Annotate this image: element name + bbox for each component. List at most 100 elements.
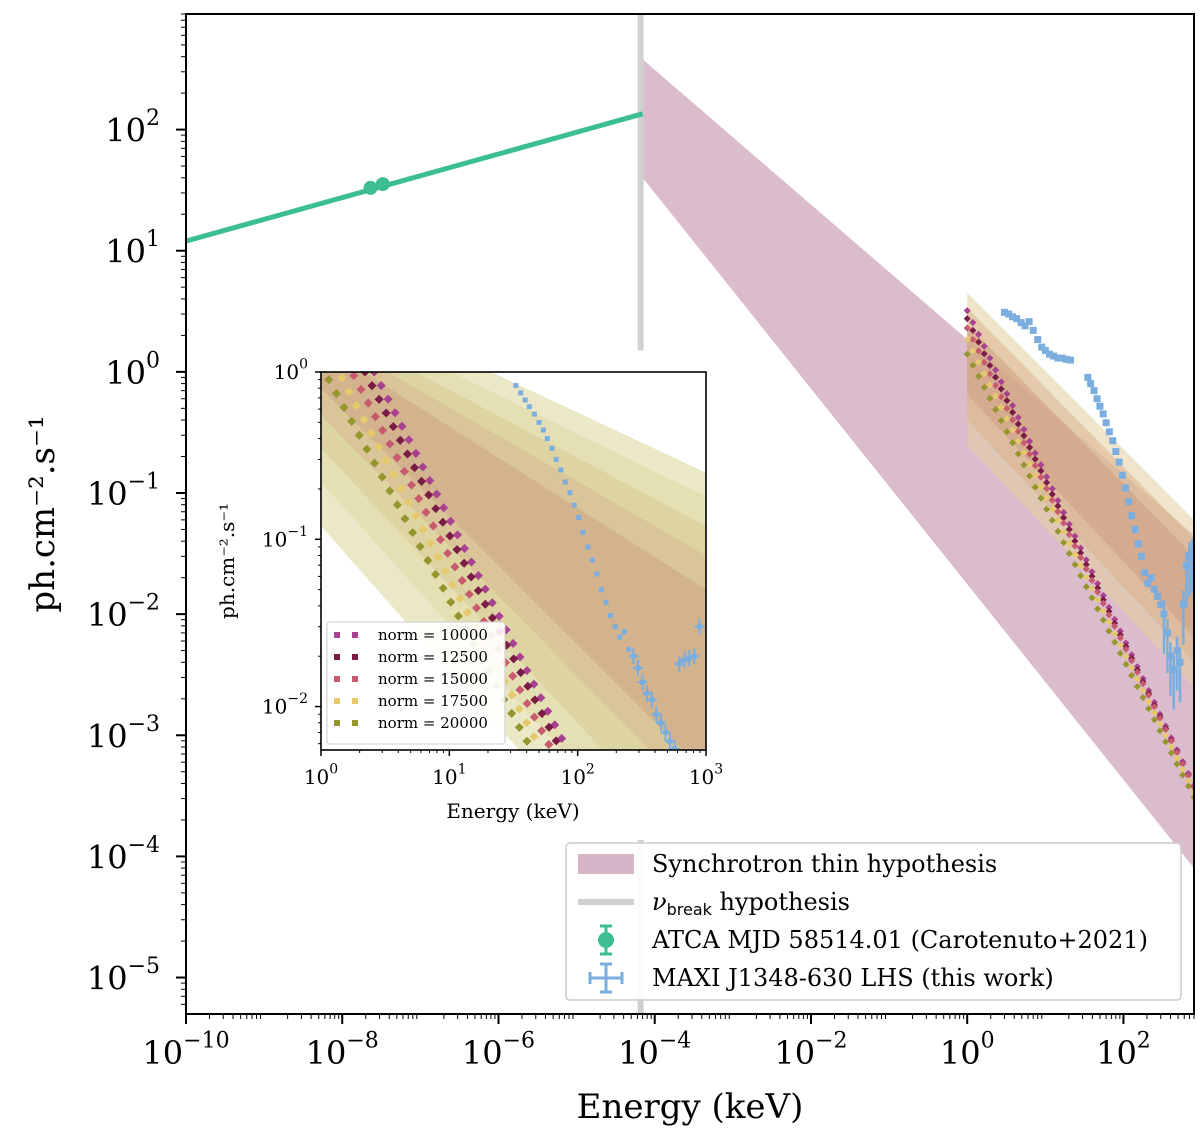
maxi-point xyxy=(1131,525,1139,533)
maxi-point xyxy=(1154,592,1162,600)
main-model-point xyxy=(992,373,1000,381)
inset-maxi-point xyxy=(513,383,519,389)
inset-x-axis-label: Energy (keV) xyxy=(446,799,579,823)
main-legend-box xyxy=(565,842,1182,1001)
main-model-point xyxy=(992,406,1000,414)
maxi-point xyxy=(1034,335,1042,343)
inset-y-axis: 100 10−1 10−2 xyxy=(262,357,321,745)
main-model-point xyxy=(980,358,988,366)
inset-model-point xyxy=(438,517,448,527)
inset-legend-label: norm = 15000 xyxy=(378,670,488,688)
main-model-point xyxy=(969,335,977,344)
inset-model-point xyxy=(507,708,517,718)
maxi-point xyxy=(1000,308,1008,316)
inset-plot-area xyxy=(321,372,706,750)
main-model-point xyxy=(1003,404,1011,412)
inset-model-point xyxy=(466,557,476,567)
inset-model-point xyxy=(522,698,532,709)
inset-model-point xyxy=(508,671,518,681)
main-x-tick-label: 102 xyxy=(1096,1029,1151,1073)
inset-model-point xyxy=(514,704,524,714)
main-model-point xyxy=(975,338,983,346)
main-model-point xyxy=(963,307,971,315)
maxi-point xyxy=(1090,387,1098,395)
inset-model-point xyxy=(523,681,533,691)
maxi-point xyxy=(1125,498,1133,506)
main-model-point xyxy=(1003,390,1011,398)
main-model-point xyxy=(1009,439,1017,447)
main-model-point xyxy=(1009,402,1017,410)
maxi-point xyxy=(1150,585,1158,593)
atca-point xyxy=(363,180,378,195)
maxi-point xyxy=(1054,354,1062,362)
inset-model-point xyxy=(445,531,455,541)
inset-legend-box xyxy=(326,621,506,745)
main-model-point xyxy=(1003,397,1011,405)
main-x-tick-label: 10−10 xyxy=(142,1029,229,1073)
inset-model-point xyxy=(472,603,482,613)
main-model-point xyxy=(1020,461,1028,469)
inset-legend-marker xyxy=(352,632,358,638)
inset-model-point xyxy=(537,709,547,719)
maxi-point xyxy=(1058,354,1066,362)
main-model-point xyxy=(1003,415,1011,423)
maxi-point xyxy=(1087,380,1095,388)
main-model-point xyxy=(1014,413,1022,422)
inset-y-tick-label: 100 xyxy=(274,357,308,385)
inset-model-point xyxy=(411,511,421,521)
inset-maxi-point xyxy=(571,502,577,508)
main-model-point xyxy=(992,366,1000,374)
inset-maxi-point xyxy=(612,624,618,630)
inset-y-axis-label: ph.cm⁻².s⁻¹ xyxy=(215,503,239,619)
inset-model-point xyxy=(435,535,445,545)
inset-model-point xyxy=(418,525,428,535)
inset-y-tick-label: 10−1 xyxy=(262,524,308,552)
inset-model-point xyxy=(507,690,517,700)
maxi-point xyxy=(1021,322,1029,330)
synchrotron-band xyxy=(642,59,1194,869)
inset-maxi-point xyxy=(558,467,564,473)
inset-legend-label: norm = 12500 xyxy=(378,648,488,666)
inset-model-point xyxy=(544,722,554,732)
inset-maxi-point xyxy=(562,479,568,485)
main-model-point xyxy=(969,319,977,327)
main-x-tick-label: 100 xyxy=(940,1029,995,1073)
legend-label-break: νbreak hypothesis xyxy=(652,888,850,919)
inset-maxi-point xyxy=(544,436,550,442)
inset-maxi-point xyxy=(522,397,528,403)
legend-label-maxi: MAXI J1348-630 LHS (this work) xyxy=(652,964,1054,992)
inset-model-point xyxy=(487,613,497,623)
inset-model-point xyxy=(440,566,450,576)
inset-model-point xyxy=(453,611,463,621)
legend-band-swatch xyxy=(578,854,634,874)
inset-maxi-point xyxy=(531,411,537,417)
inset-model-point xyxy=(522,718,532,728)
inset-maxi-point xyxy=(540,427,546,433)
main-y-tick-label: 10−5 xyxy=(87,954,160,998)
main-y-tick-label: 10−2 xyxy=(87,591,160,635)
main-y-tick-label: 10−4 xyxy=(87,833,160,877)
maxi-point xyxy=(1009,313,1017,321)
main-x-axis: 10−10 10−8 10−6 10−4 10−2 100 102 xyxy=(142,1014,1195,1073)
main-model-point xyxy=(1020,432,1028,440)
maxi-point xyxy=(1102,419,1110,427)
inset-model-point xyxy=(473,571,483,581)
maxi-point xyxy=(1105,428,1113,436)
inset-model-point xyxy=(530,695,540,705)
maxi-point xyxy=(1029,326,1037,334)
maxi-point xyxy=(1017,319,1025,327)
maxi-point xyxy=(1144,579,1152,587)
main-model-point xyxy=(992,392,1000,400)
inset-legend-marker xyxy=(334,632,340,638)
main-model-point xyxy=(1009,426,1017,434)
main-model-point xyxy=(986,370,994,378)
inset-model-point xyxy=(459,558,469,568)
main-model-point xyxy=(986,394,994,403)
maxi-point xyxy=(1134,540,1142,548)
legend-label-synchrotron: Synchrotron thin hypothesis xyxy=(652,850,997,878)
maxi-point xyxy=(1013,315,1021,323)
inset-model-point xyxy=(515,685,525,695)
inset-legend-marker xyxy=(352,698,358,704)
main-axes-frame xyxy=(185,13,1195,1015)
